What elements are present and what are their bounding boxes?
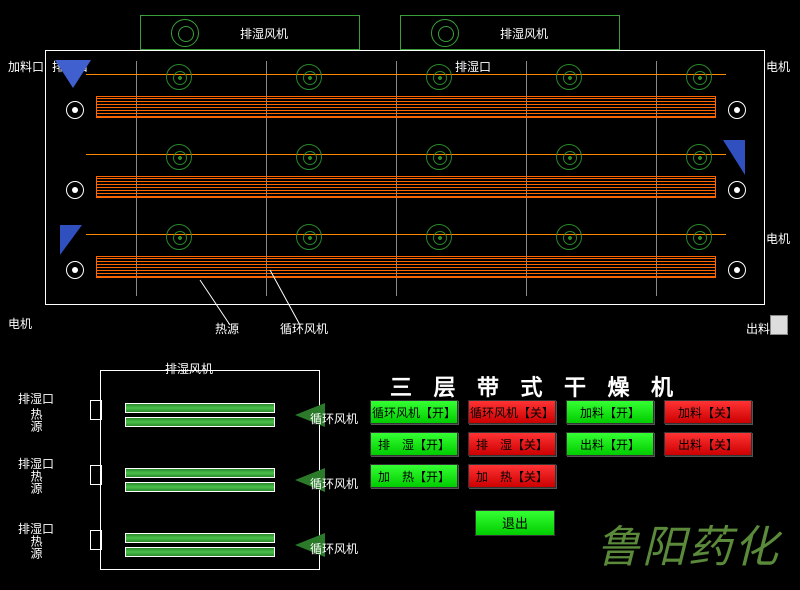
belt-layer-1 [56, 66, 756, 136]
transfer-chute-icon [60, 225, 82, 255]
fan-wheel-icon [431, 19, 459, 47]
main-dryer-diagram [45, 50, 765, 305]
discharge-off-button[interactable]: 出料【关】 [664, 432, 752, 456]
motor-label: 电机 [8, 315, 32, 332]
exhaust-fan-assembly [140, 15, 660, 55]
circ-fan-label: 循环风机 [310, 540, 358, 557]
circ-fan-on-button[interactable]: 循环风机【开】 [370, 400, 458, 424]
side-layer-3 [105, 525, 315, 575]
exhaust-fan-label: 排湿风机 [165, 360, 213, 377]
heat-source-label: 热源 [28, 408, 45, 432]
vent-icon [90, 400, 102, 420]
vent-icon [90, 530, 102, 550]
machine-title: 三 层 带 式 干 燥 机 [390, 370, 681, 402]
vent-icon [90, 465, 102, 485]
heat-off-button[interactable]: 加 热【关】 [468, 464, 556, 488]
discharge-on-button[interactable]: 出料【开】 [566, 432, 654, 456]
side-layer-2 [105, 460, 315, 510]
dehumidify-on-button[interactable]: 排 湿【开】 [370, 432, 458, 456]
exhaust-fan-label: 排湿风机 [240, 25, 288, 42]
circ-fan-label: 循环风机 [280, 320, 328, 337]
exhaust-port-label: 排湿口 [18, 520, 54, 537]
heat-source-label: 热源 [28, 535, 45, 559]
fan-wheel-icon [171, 19, 199, 47]
heat-source-label: 热源 [28, 470, 45, 494]
exit-button[interactable]: 退出 [475, 510, 555, 536]
exhaust-port-label: 排湿口 [18, 390, 54, 407]
circ-fan-off-button[interactable]: 循环风机【关】 [468, 400, 556, 424]
discharge-box-icon [770, 315, 788, 335]
brand-logo: 鲁阳药化 [596, 511, 780, 575]
feed-port-label: 加料口 [8, 58, 44, 75]
circ-fan-label: 循环风机 [310, 475, 358, 492]
exhaust-port-label: 排湿口 [18, 455, 54, 472]
motor-label: 电机 [766, 58, 790, 75]
belt-layer-2 [56, 146, 756, 216]
side-layer-1 [105, 395, 315, 445]
feed-on-button[interactable]: 加料【开】 [566, 400, 654, 424]
belt-layer-3 [56, 226, 756, 296]
motor-label: 电机 [766, 230, 790, 247]
feed-hopper-icon [55, 60, 91, 88]
feed-off-button[interactable]: 加料【关】 [664, 400, 752, 424]
transfer-chute-icon [723, 140, 745, 175]
circ-fan-label: 循环风机 [310, 410, 358, 427]
heat-source-label: 热源 [215, 320, 239, 337]
dehumidify-off-button[interactable]: 排 湿【关】 [468, 432, 556, 456]
exhaust-fan-label: 排湿风机 [500, 25, 548, 42]
heat-on-button[interactable]: 加 热【开】 [370, 464, 458, 488]
